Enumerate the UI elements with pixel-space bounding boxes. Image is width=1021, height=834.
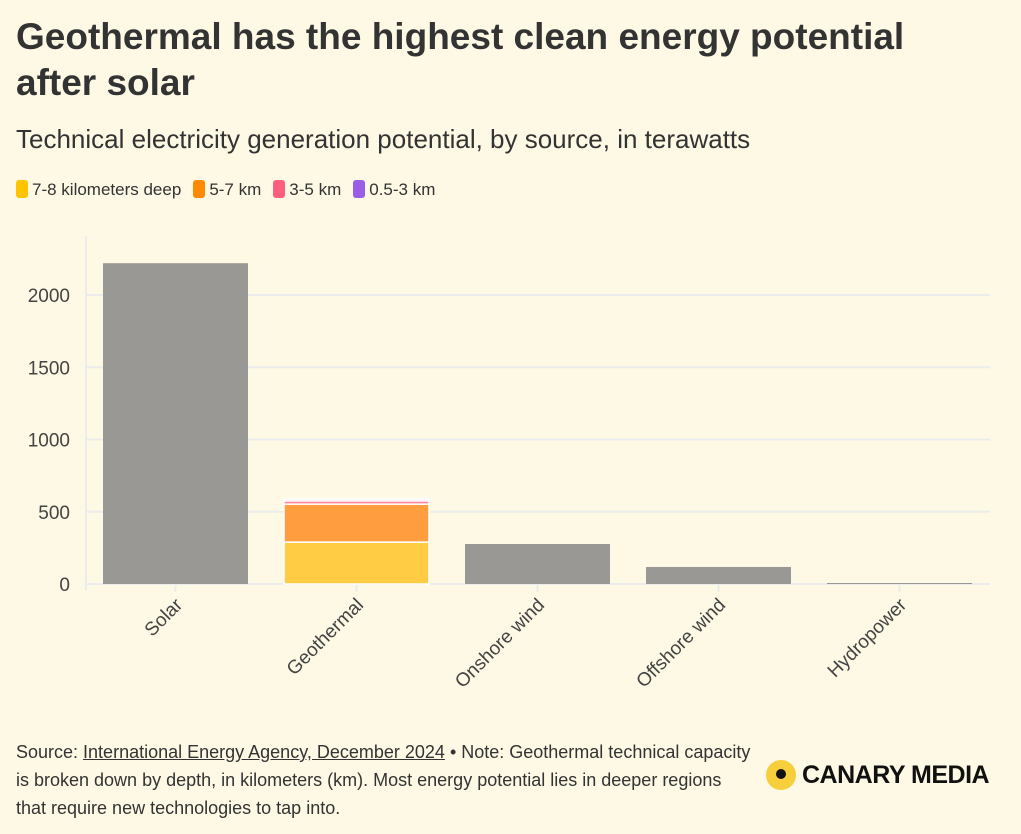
x-tick-label: Onshore wind — [451, 595, 549, 693]
legend: 7-8 kilometers deep 5-7 km 3-5 km 0.5-3 km — [16, 180, 435, 200]
footer-note: Source: International Energy Agency, Dec… — [16, 738, 756, 822]
legend-item[interactable]: 3-5 km — [273, 180, 341, 200]
canary-media-logo: CANARY MEDIA — [766, 760, 990, 790]
note-text: • Note: Geothermal technical capacity is… — [16, 742, 751, 818]
bar-onshore-wind — [465, 543, 610, 584]
source-link[interactable]: International Energy Agency, December 20… — [83, 742, 445, 762]
chart-area: 0 500 1000 1500 2000 Solar Geothermal Onshore w… — [28, 236, 990, 693]
canary-logo-icon — [766, 760, 796, 790]
x-tick-label: Solar — [141, 594, 188, 641]
legend-swatch — [273, 180, 286, 198]
legend-swatch — [16, 180, 28, 198]
legend-item[interactable]: 5-7 km — [193, 180, 261, 200]
bar-segment-7-8-kilometers-deep — [283, 541, 430, 585]
logo-text: CANARY MEDIA — [802, 760, 990, 789]
source-label: Source: — [16, 742, 84, 762]
legend-label: 7-8 kilometers deep — [32, 180, 182, 199]
legend-label: 0.5-3 km — [369, 180, 436, 199]
bar-offshore-wind — [646, 566, 791, 584]
y-tick-label: 2000 — [28, 286, 70, 307]
legend-label: 5-7 km — [209, 180, 262, 199]
legend-swatch — [353, 180, 366, 198]
bar-segment-0-5-3-km — [283, 498, 430, 502]
x-tick-label: Geothermal — [283, 595, 368, 680]
x-tick-label: Hydropower — [824, 594, 912, 682]
legend-item[interactable]: 0.5-3 km — [353, 180, 435, 200]
chart-subtitle: Technical electricity generation potenti… — [16, 124, 751, 154]
bar-solar — [103, 263, 248, 584]
legend-label: 3-5 km — [289, 180, 342, 199]
y-tick-label: 1500 — [28, 358, 70, 379]
y-tick-label: 500 — [38, 503, 70, 524]
legend-swatch — [193, 180, 206, 198]
x-tick-label: Offshore wind — [633, 595, 731, 693]
bar-hydropower — [827, 582, 972, 584]
y-tick-label: 0 — [59, 575, 70, 596]
chart-title: Geothermal has the highest clean energy … — [16, 16, 905, 103]
legend-item[interactable]: 7-8 kilometers deep — [16, 180, 181, 200]
y-tick-label: 1000 — [28, 431, 70, 452]
bar-segment-5-7-km — [283, 503, 430, 543]
